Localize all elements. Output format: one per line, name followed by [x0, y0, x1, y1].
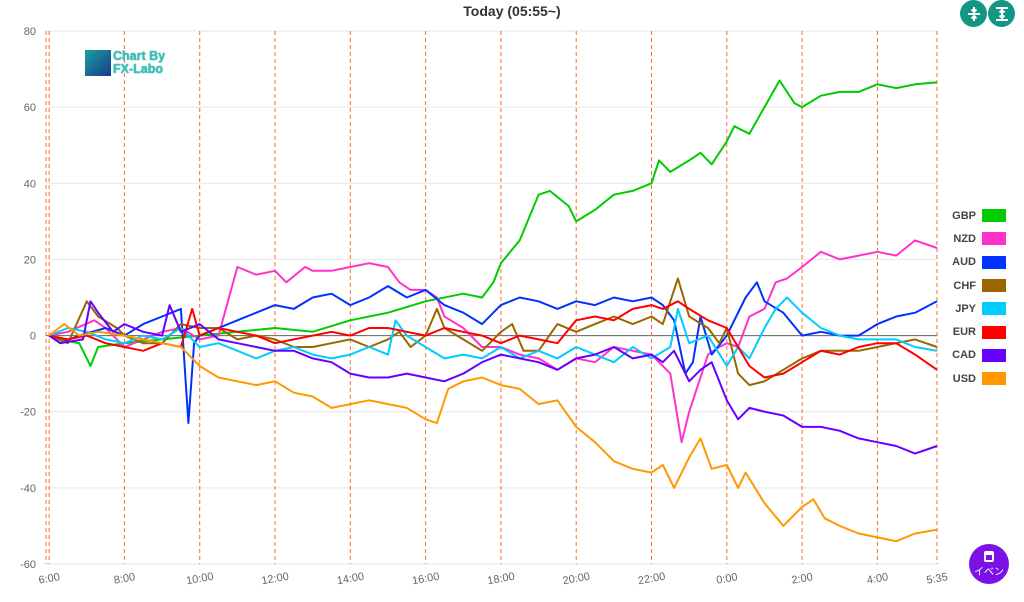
series-line-eur [48, 300, 938, 379]
y-tick-label: 60 [24, 102, 36, 114]
x-tick-label: 2:00 [791, 571, 814, 587]
expand-icon [995, 6, 1008, 21]
x-tick-label: 6:00 [38, 571, 61, 587]
legend-swatch [982, 372, 1006, 386]
logo-line2: FX-Labo [113, 62, 163, 76]
compress-icon [967, 6, 980, 21]
chart-magnifier-icon [85, 50, 111, 76]
legend-item-chf[interactable]: CHF [940, 274, 1006, 297]
logo-line1: Chart By [113, 49, 166, 63]
y-tick-label: 80 [24, 26, 36, 38]
legend-swatch [982, 232, 1006, 246]
legend-swatch [982, 348, 1006, 362]
x-tick-label: 14:00 [336, 571, 365, 588]
event-button[interactable]: イベン [969, 544, 1009, 584]
legend-swatch [982, 279, 1006, 293]
legend-item-cad[interactable]: CAD [940, 344, 1006, 367]
legend-swatch [982, 325, 1006, 339]
y-tick-label: 20 [24, 254, 36, 266]
series-line-usd [48, 323, 938, 543]
x-tick-label: 0:00 [715, 571, 738, 587]
legend-item-aud[interactable]: AUD [940, 251, 1006, 274]
x-tick-label: 18:00 [486, 571, 515, 588]
calendar-icon [984, 551, 994, 562]
legend-item-usd[interactable]: USD [940, 367, 1006, 390]
event-button-label: イベン [974, 567, 1004, 578]
legend: GBP NZD AUD CHF JPY EUR CAD USD [940, 204, 1006, 390]
legend-swatch [982, 209, 1006, 223]
legend-item-gbp[interactable]: GBP [940, 204, 1006, 227]
x-tick-label: 4:00 [866, 571, 889, 587]
chart-title: Today (05:55~) [463, 3, 561, 19]
y-tick-label: 0 [30, 331, 36, 343]
y-tick-label: -40 [20, 483, 36, 495]
legend-label: USD [952, 372, 976, 385]
x-tick-label: 16:00 [411, 571, 440, 588]
legend-item-eur[interactable]: EUR [940, 320, 1006, 343]
y-tick-label: -60 [20, 559, 36, 571]
x-tick-label: 22:00 [637, 571, 666, 588]
x-tick-label: 5:35 [926, 571, 949, 587]
x-tick-label: 12:00 [261, 571, 290, 588]
fx-labo-logo: Chart By FX-Labo [85, 50, 165, 76]
collapse-vertical-button[interactable] [960, 0, 987, 27]
legend-label: JPY [955, 302, 976, 315]
legend-label: EUR [952, 326, 976, 339]
expand-vertical-button[interactable] [988, 0, 1015, 27]
legend-swatch [982, 302, 1006, 316]
legend-label: NZD [953, 232, 976, 245]
series-line-chf [48, 277, 938, 387]
legend-item-jpy[interactable]: JPY [940, 297, 1006, 320]
y-tick-label: 40 [24, 178, 36, 190]
legend-item-nzd[interactable]: NZD [940, 227, 1006, 250]
x-tick-label: 8:00 [113, 571, 136, 587]
legend-swatch [982, 255, 1006, 269]
x-tick-label: 10:00 [185, 571, 214, 588]
series-line-aud [48, 281, 938, 425]
legend-label: CHF [953, 279, 976, 292]
series-line-jpy [48, 296, 938, 367]
series-line-cad [48, 300, 938, 455]
legend-label: AUD [952, 256, 976, 269]
legend-label: CAD [952, 349, 976, 362]
y-tick-label: -20 [20, 407, 36, 419]
legend-label: GBP [952, 209, 976, 222]
x-tick-label: 20:00 [562, 571, 591, 588]
